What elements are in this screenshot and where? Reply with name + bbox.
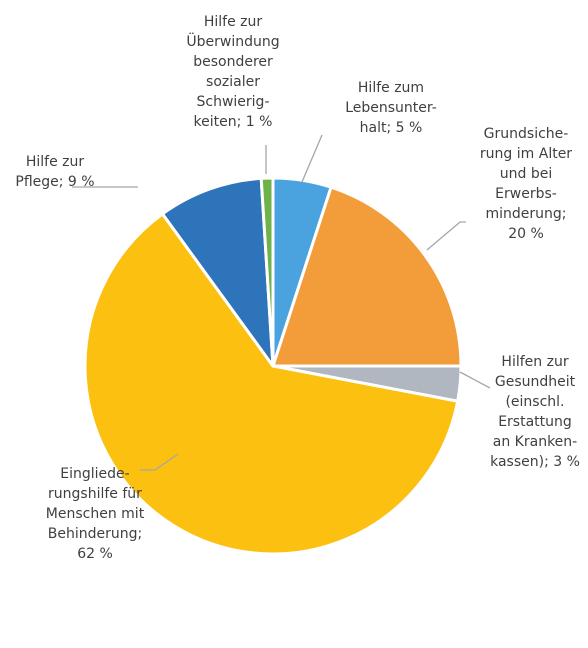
slice-label-line: minderung; [485,206,566,222]
slice-label-line: rung im Alter [480,146,572,162]
slice-label-line: Behinderung; [48,526,142,542]
slice-label-line: Erstattung [498,414,572,430]
slice-label-line: Gesundheit [495,374,576,390]
slice-label-line: Hilfe zur [26,154,85,170]
slice-label-line: Menschen mit [46,506,145,522]
slice-label-line: rungshilfe für [48,486,142,502]
slice-label-line: an Kranken- [493,434,577,450]
slice-label-line: keiten; 1 % [194,114,273,130]
slice-label: Hilfe zum Lebensunter-halt; 5 % [345,80,437,136]
slice-label: Grundsiche-rung im Alter und bei Erwerbs-m… [480,126,572,242]
slice-label-line: sozialer [206,74,260,90]
slice-label-line: kassen); 3 % [490,454,580,470]
pie-slice [83,212,460,556]
slice-label: Hilfe zur Überwindung besonderer sozialer Sc… [186,14,279,130]
pie-slice [160,176,275,368]
slice-label-line: Lebensunter- [345,100,437,116]
slice-label-line: Eingliede- [60,466,129,482]
slice-label-line: halt; 5 % [360,120,423,136]
slice-label-line: besonderer [193,54,273,70]
pie-slice [271,185,463,368]
slice-label-line: 20 % [508,226,544,242]
slice-label: Hilfen zur Gesundheit (einschl. Erstattung a… [490,354,580,470]
slice-label-line: und bei [500,166,552,182]
slice-label-line: Hilfe zum [358,80,424,96]
slice-label-line: Hilfen zur [501,354,568,370]
slice-label: Eingliede-rungshilfe für Menschen mit Behi… [46,466,145,562]
slice-label-line: Pflege; 9 % [15,174,94,190]
slice-label-line: Erwerbs- [495,186,557,202]
slice-label-line: Grundsiche- [484,126,569,142]
slice-label-line: (einschl. [505,394,564,410]
leader-line [459,371,491,389]
slice-label-line: Überwindung [186,32,279,50]
leader-line [140,453,179,471]
slice-label-line: 62 % [77,546,113,562]
slice-label-line: Hilfe zur [204,14,263,30]
leader-line [426,221,466,251]
leader-line [301,134,323,183]
pie-slice [259,176,275,368]
slice-label: Hilfe zur Pflege; 9 % [15,154,94,190]
slice-label-line: Schwierig- [197,94,270,110]
